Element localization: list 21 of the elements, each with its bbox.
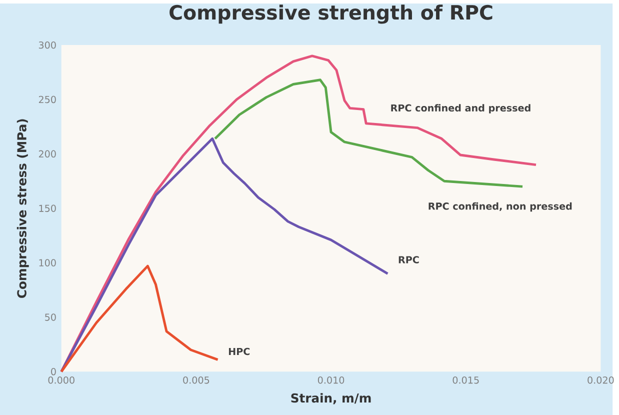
x-axis-title: Strain, m/m (291, 393, 371, 404)
y-tick-label: 150 (39, 204, 56, 212)
text: RPC confined, non pressed (428, 202, 572, 212)
series-label: RPC (398, 256, 419, 264)
series-label: RPC confined and pressed (391, 104, 530, 114)
line-series (60, 137, 389, 373)
y-tick-label: 250 (38, 96, 56, 104)
y-axis-title: Compressive stress (MPa) (16, 119, 29, 298)
y-tick-label: 50 (45, 314, 56, 321)
series-label: HPC (228, 348, 250, 355)
y-tick-label: 300 (38, 41, 56, 49)
x-tick-label: 0.015 (452, 376, 479, 384)
chart-title: Compressive strength of RPC (170, 4, 492, 24)
x-tick-label: 0.020 (588, 376, 614, 384)
line-series (60, 264, 220, 373)
x-tick-label: 0.010 (318, 376, 344, 384)
x-tick-label: 0.000 (48, 376, 74, 384)
y-tick-label: 100 (39, 259, 56, 266)
y-tick-label: 0 (51, 368, 56, 376)
y-tick-label: 200 (38, 150, 56, 158)
x-tick-label: 0.005 (183, 376, 210, 384)
